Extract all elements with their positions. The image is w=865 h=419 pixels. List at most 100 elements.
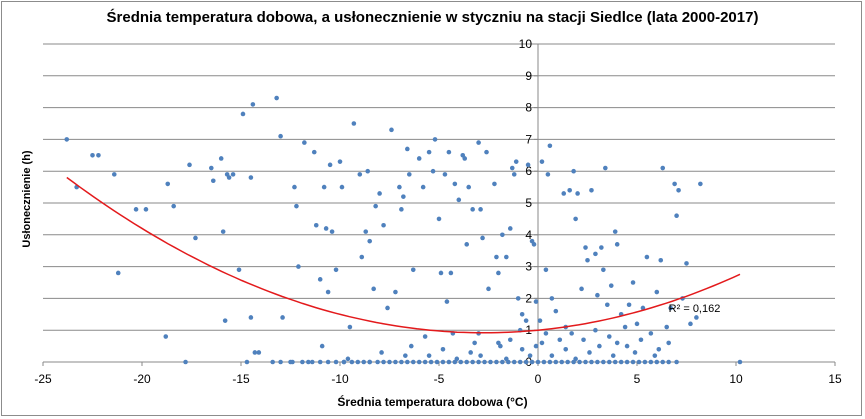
data-point-252	[507, 337, 513, 343]
data-point-81	[436, 216, 442, 222]
data-point-147	[622, 324, 628, 330]
data-point-65	[385, 305, 390, 311]
data-point-243	[345, 356, 351, 362]
data-point-92	[464, 242, 470, 247]
data-point-186	[410, 359, 416, 365]
data-point-212	[565, 359, 570, 365]
data-point-69	[399, 207, 404, 212]
data-point-79	[430, 168, 436, 174]
data-point-218	[601, 359, 606, 365]
data-point-262	[614, 340, 620, 346]
xtick-label--15: -15	[232, 372, 250, 386]
data-point-20	[226, 175, 232, 180]
ytick-label-0: 0	[525, 355, 532, 369]
data-point-77	[422, 334, 428, 339]
chart-title: Średnia temperatura dobowa, a usłoneczni…	[106, 9, 759, 26]
data-point-23	[240, 111, 246, 117]
data-point-241	[632, 350, 638, 355]
data-point-95	[472, 340, 477, 346]
data-point-226	[648, 359, 654, 365]
data-point-189	[428, 359, 434, 365]
data-point-83	[440, 346, 446, 352]
data-point-244	[379, 350, 384, 355]
data-point-165	[694, 315, 699, 320]
data-point-18	[222, 318, 228, 323]
data-point-199	[488, 359, 493, 365]
data-point-138	[595, 292, 600, 298]
data-point-98	[480, 235, 485, 241]
data-point-9	[165, 181, 171, 187]
data-point-114	[523, 318, 529, 323]
data-point-137	[593, 251, 598, 257]
data-point-37	[296, 264, 301, 269]
data-point-151	[640, 305, 646, 311]
data-point-26	[248, 315, 254, 320]
data-point-250	[656, 346, 662, 352]
data-point-2	[90, 153, 95, 158]
data-point-99	[484, 149, 489, 155]
data-point-6	[133, 207, 139, 212]
data-point-228	[660, 359, 666, 365]
data-point-47	[327, 162, 333, 168]
data-point-32	[278, 133, 283, 139]
data-point-141	[603, 165, 608, 171]
data-point-127	[561, 191, 567, 196]
xtick-label--20: -20	[133, 372, 151, 386]
data-point-76	[420, 184, 426, 190]
data-point-182	[387, 359, 392, 365]
data-point-224	[636, 359, 642, 365]
data-point-225	[642, 359, 648, 365]
data-point-46	[325, 289, 331, 295]
data-point-28	[252, 350, 258, 355]
data-point-246	[519, 346, 525, 352]
data-point-14	[209, 165, 214, 171]
data-point-227	[654, 359, 660, 365]
data-point-233	[454, 356, 460, 362]
data-point-120	[539, 159, 545, 164]
data-point-253	[539, 340, 545, 346]
grid-lines	[43, 43, 835, 331]
data-point-174	[333, 359, 339, 365]
data-point-144	[612, 229, 618, 234]
data-point-121	[543, 267, 549, 273]
data-point-43	[319, 343, 325, 349]
data-point-38	[302, 140, 307, 145]
data-point-0	[64, 137, 70, 142]
data-point-264	[533, 343, 539, 349]
axes	[42, 43, 836, 366]
data-point-24	[244, 359, 250, 365]
data-point-134	[583, 245, 588, 250]
data-point-41	[313, 222, 319, 228]
data-point-107	[507, 226, 513, 231]
data-point-139	[599, 245, 604, 250]
data-point-161	[676, 187, 681, 193]
data-point-82	[438, 270, 444, 276]
data-point-30	[270, 359, 275, 365]
data-point-200	[494, 359, 499, 365]
xtick-label-5: 5	[634, 372, 641, 386]
data-point-230	[674, 359, 679, 365]
data-point-249	[624, 343, 630, 349]
data-point-64	[381, 222, 386, 228]
data-point-164	[688, 321, 693, 327]
data-point-236	[527, 353, 533, 358]
data-point-237	[549, 353, 555, 358]
data-point-106	[504, 254, 509, 260]
data-point-13	[193, 235, 198, 241]
data-point-5	[115, 270, 121, 276]
data-point-133	[579, 286, 584, 292]
data-point-194	[458, 359, 464, 365]
xtick-label-15: 15	[828, 372, 842, 386]
data-point-105	[500, 232, 505, 238]
xtick-label-10: 10	[729, 372, 743, 386]
data-point-126	[557, 337, 563, 343]
data-point-170	[300, 359, 305, 365]
data-point-131	[573, 216, 578, 222]
data-point-50	[337, 159, 343, 164]
data-point-254	[581, 337, 586, 343]
ytick-label-6: 6	[525, 164, 532, 178]
data-point-201	[500, 359, 505, 365]
data-point-251	[496, 340, 501, 346]
data-point-261	[593, 327, 598, 333]
data-point-205	[523, 359, 529, 365]
